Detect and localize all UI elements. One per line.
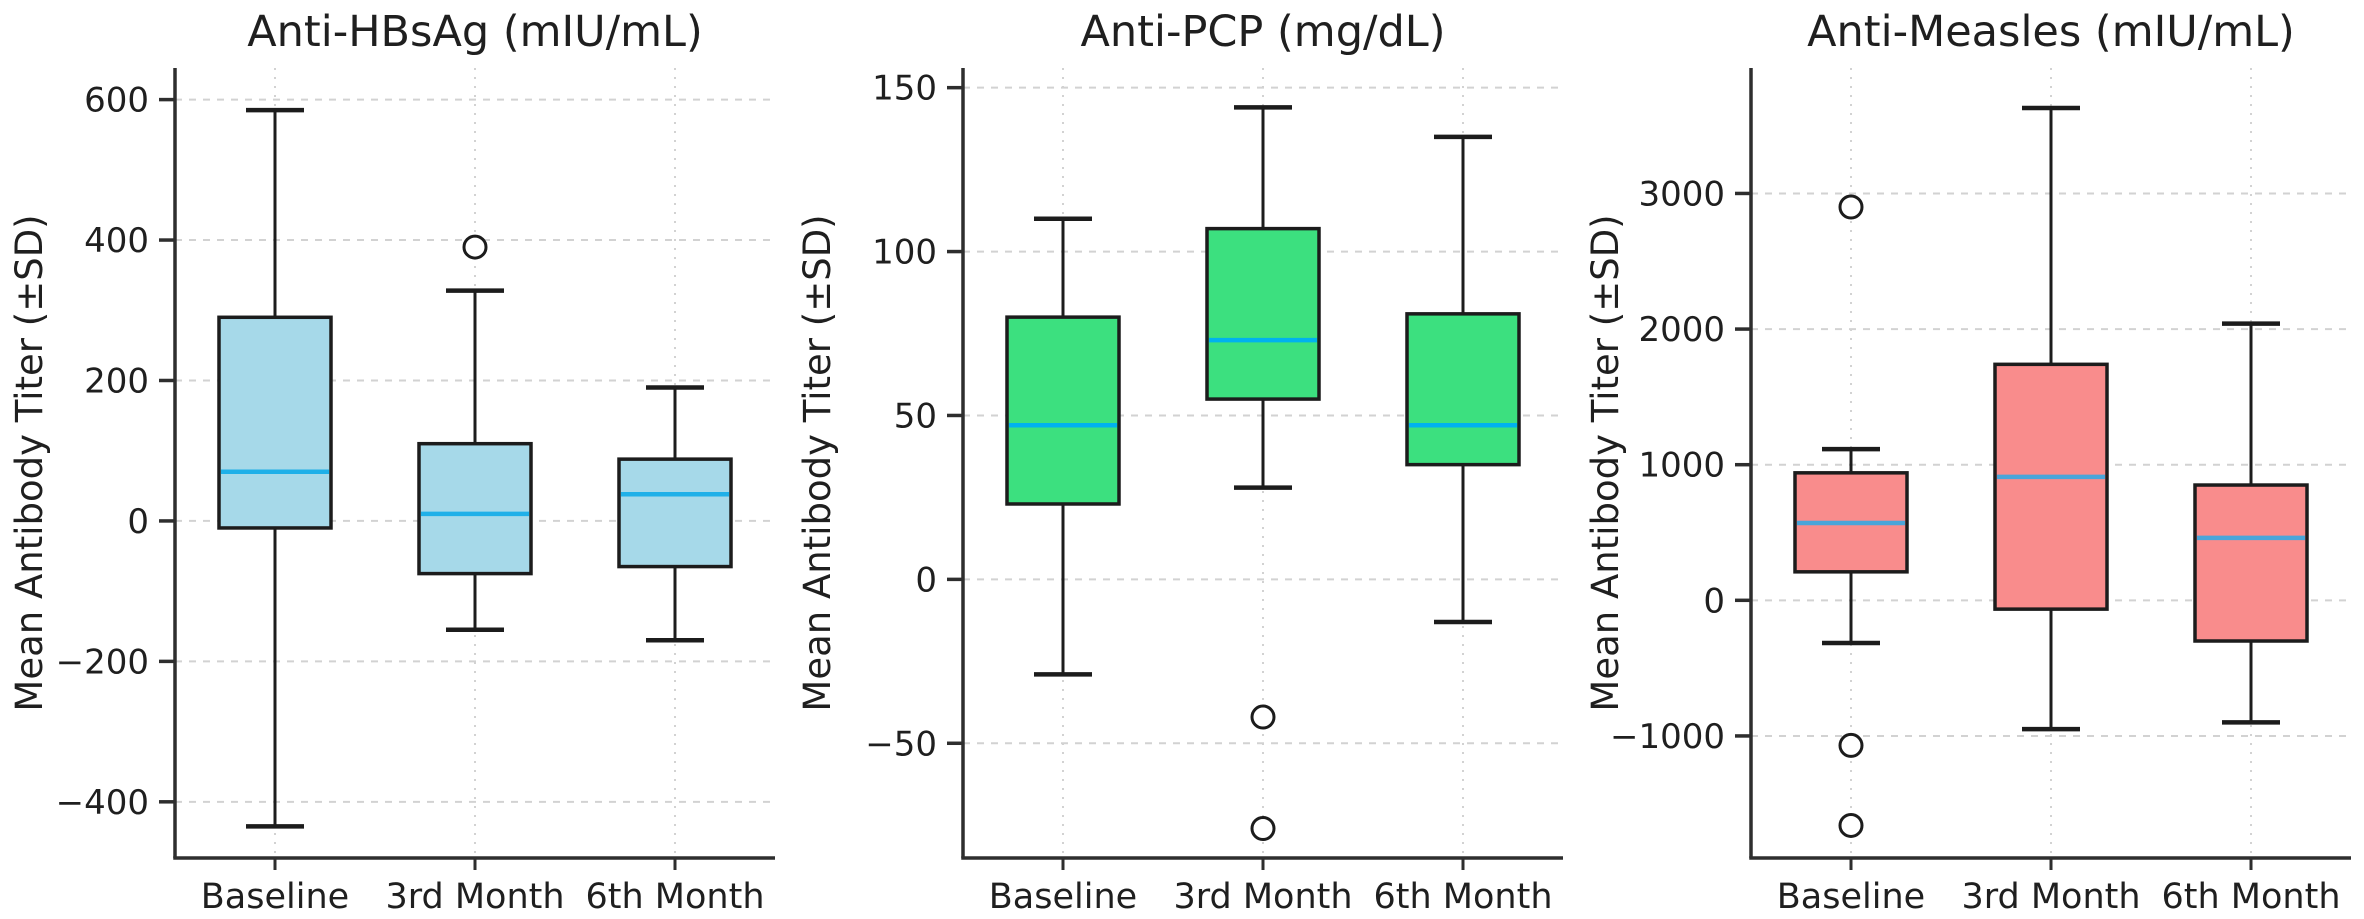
box-group: [1205, 105, 1321, 841]
y-tick-label: 0: [1703, 581, 1725, 621]
x-tick-label: 6th Month: [2162, 877, 2341, 917]
chart-title: Anti-HBsAg (mIU/mL): [247, 7, 703, 57]
x-tick-label: 3rd Month: [1173, 877, 1352, 917]
y-axis-title: Mean Antibody Titer (±SD): [1584, 214, 1627, 711]
iqr-box: [2193, 483, 2309, 643]
y-tick-label: 3000: [1638, 174, 1725, 214]
outlier-point: [1838, 812, 1864, 838]
iqr-box: [1205, 226, 1321, 401]
y-tick-label: 1000: [1638, 446, 1725, 486]
box-group: [1005, 216, 1121, 677]
y-tick-label: 200: [84, 361, 149, 401]
outlier-point: [1838, 732, 1864, 758]
box-group: [1793, 194, 1909, 838]
y-tick-label: 100: [872, 233, 937, 273]
box-group: [217, 107, 333, 829]
iqr-box: [417, 441, 533, 576]
chart-anti-measles: −1000 0 1000 2000 3000 Baseline 3rd Month 6th M…: [1584, 7, 2351, 917]
box-group: [617, 385, 733, 643]
chart-title: Anti-Measles (mIU/mL): [1807, 7, 2295, 57]
y-tick-label: −50: [865, 724, 937, 764]
iqr-box: [1993, 362, 2109, 611]
y-tick-label: 0: [127, 502, 149, 542]
y-tick-label: 50: [894, 396, 937, 436]
y-tick-label: 2000: [1638, 310, 1725, 350]
y-tick-label: 600: [84, 81, 149, 121]
y-axis-title: Mean Antibody Titer (±SD): [796, 214, 839, 711]
iqr-box: [217, 315, 333, 530]
iqr-box: [1405, 312, 1521, 467]
y-tick-label: −400: [56, 783, 149, 823]
box-group: [1405, 134, 1521, 625]
x-tick-label: 6th Month: [586, 877, 765, 917]
x-tick-label: 6th Month: [1374, 877, 1553, 917]
y-tick-label: 150: [872, 69, 937, 109]
y-axis-title: Mean Antibody Titer (±SD): [8, 214, 51, 711]
y-tick-label: 0: [915, 560, 937, 600]
iqr-box: [617, 457, 733, 569]
x-tick-label: Baseline: [1777, 877, 1925, 917]
y-tick-label: −200: [56, 642, 149, 682]
x-tick-label: 3rd Month: [1961, 877, 2140, 917]
chart-anti-hbsag: −400 −200 0 200 400 600 Baseline 3rd Month 6th M…: [8, 7, 775, 917]
outlier-point: [1250, 815, 1276, 841]
box-group: [417, 234, 533, 633]
outlier-point: [1250, 704, 1276, 730]
x-tick-label: 3rd Month: [385, 877, 564, 917]
y-tick-label: 400: [84, 221, 149, 261]
x-tick-label: Baseline: [989, 877, 1137, 917]
chart-title: Anti-PCP (mg/dL): [1080, 7, 1445, 57]
chart-anti-pcp: −50 0 50 100 150 Baseline 3rd Month 6th Month An…: [796, 7, 1563, 917]
outlier-point: [1838, 194, 1864, 220]
box-group: [2193, 321, 2309, 725]
iqr-box: [1005, 315, 1121, 506]
x-tick-label: Baseline: [201, 877, 349, 917]
outlier-point: [462, 234, 488, 260]
box-group: [1993, 105, 2109, 732]
y-tick-label: −1000: [1610, 717, 1725, 757]
